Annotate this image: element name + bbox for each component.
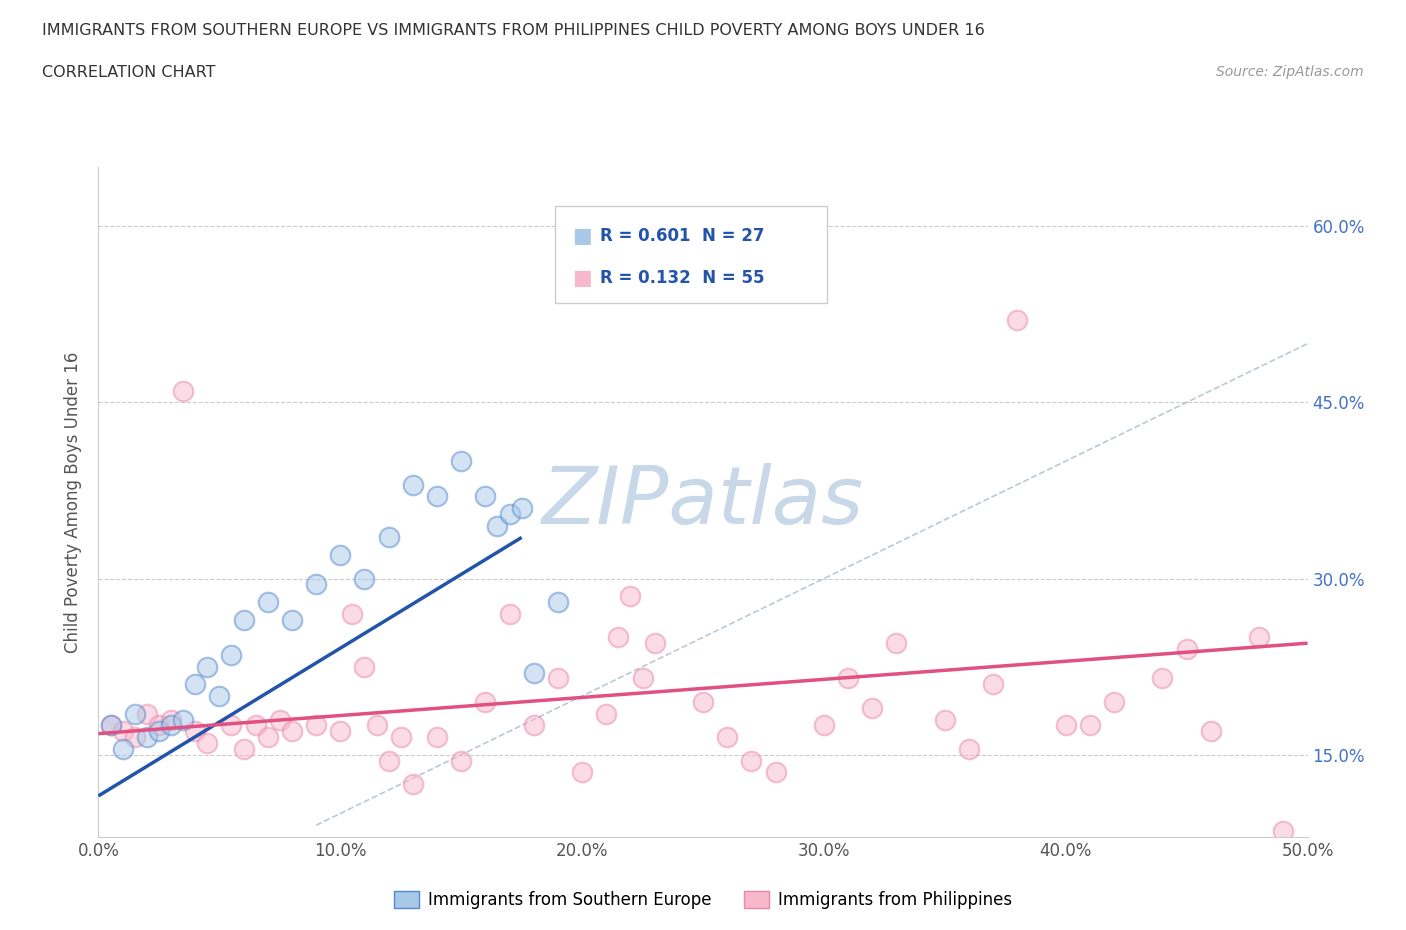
Point bbox=[195, 736, 218, 751]
Point bbox=[934, 712, 956, 727]
Point bbox=[353, 659, 375, 674]
Point bbox=[981, 677, 1004, 692]
Point bbox=[135, 730, 157, 745]
Point bbox=[886, 636, 908, 651]
Point bbox=[160, 718, 183, 733]
Point bbox=[377, 753, 399, 768]
Point bbox=[860, 700, 883, 715]
Point bbox=[547, 671, 569, 685]
Point bbox=[329, 548, 352, 563]
Text: ■: ■ bbox=[572, 226, 592, 246]
Point bbox=[160, 712, 183, 727]
Point bbox=[342, 606, 364, 621]
Point bbox=[100, 718, 122, 733]
Point bbox=[1152, 671, 1174, 685]
Point bbox=[353, 571, 375, 586]
Point bbox=[547, 594, 569, 609]
Point bbox=[1102, 695, 1125, 710]
Point bbox=[148, 718, 170, 733]
Point bbox=[148, 724, 170, 738]
Point bbox=[523, 665, 546, 680]
Point bbox=[111, 724, 134, 738]
Point bbox=[184, 677, 207, 692]
Point bbox=[510, 500, 533, 515]
Point bbox=[571, 765, 593, 780]
Point bbox=[256, 730, 278, 745]
Point bbox=[740, 753, 762, 768]
Point bbox=[957, 741, 980, 756]
Point bbox=[450, 753, 472, 768]
Point bbox=[232, 741, 254, 756]
Point bbox=[607, 630, 630, 644]
Point bbox=[100, 718, 122, 733]
Point bbox=[595, 706, 617, 721]
Point bbox=[111, 741, 134, 756]
Point bbox=[426, 730, 449, 745]
Point bbox=[184, 724, 207, 738]
Point bbox=[1272, 824, 1295, 839]
Point bbox=[619, 589, 641, 604]
Point bbox=[402, 777, 425, 791]
Point bbox=[426, 489, 449, 504]
Point bbox=[402, 477, 425, 492]
Point bbox=[474, 489, 496, 504]
Point bbox=[366, 718, 388, 733]
Text: R = 0.601  N = 27: R = 0.601 N = 27 bbox=[600, 227, 765, 245]
Text: Source: ZipAtlas.com: Source: ZipAtlas.com bbox=[1216, 65, 1364, 79]
Point bbox=[1175, 642, 1198, 657]
Point bbox=[172, 712, 194, 727]
Point bbox=[631, 671, 654, 685]
Point bbox=[305, 718, 328, 733]
Point bbox=[305, 577, 328, 591]
Text: IMMIGRANTS FROM SOUTHERN EUROPE VS IMMIGRANTS FROM PHILIPPINES CHILD POVERTY AMO: IMMIGRANTS FROM SOUTHERN EUROPE VS IMMIG… bbox=[42, 23, 986, 38]
Point bbox=[281, 612, 304, 627]
Point bbox=[124, 730, 146, 745]
Point bbox=[837, 671, 859, 685]
Point bbox=[1054, 718, 1077, 733]
Point bbox=[1007, 312, 1029, 327]
Point bbox=[245, 718, 267, 733]
Point bbox=[692, 695, 714, 710]
Point bbox=[498, 507, 520, 522]
Point bbox=[172, 383, 194, 398]
Point bbox=[498, 606, 520, 621]
Text: CORRELATION CHART: CORRELATION CHART bbox=[42, 65, 215, 80]
Text: ■: ■ bbox=[572, 268, 592, 288]
Point bbox=[221, 718, 243, 733]
Point bbox=[195, 659, 218, 674]
Point bbox=[389, 730, 412, 745]
Point bbox=[813, 718, 835, 733]
Point bbox=[523, 718, 546, 733]
Point bbox=[1078, 718, 1101, 733]
Point bbox=[1249, 630, 1271, 644]
Legend: Immigrants from Southern Europe, Immigrants from Philippines: Immigrants from Southern Europe, Immigra… bbox=[388, 884, 1018, 916]
Point bbox=[124, 706, 146, 721]
Point bbox=[269, 712, 291, 727]
Point bbox=[256, 594, 278, 609]
Point bbox=[232, 612, 254, 627]
Point bbox=[221, 647, 243, 662]
Text: ZIPatlas: ZIPatlas bbox=[541, 463, 865, 541]
Point bbox=[135, 706, 157, 721]
Point bbox=[329, 724, 352, 738]
Point bbox=[1199, 724, 1222, 738]
Point bbox=[716, 730, 738, 745]
Point bbox=[208, 688, 231, 703]
Point bbox=[474, 695, 496, 710]
Point bbox=[644, 636, 666, 651]
Point bbox=[281, 724, 304, 738]
Point bbox=[450, 454, 472, 469]
Text: R = 0.132  N = 55: R = 0.132 N = 55 bbox=[600, 269, 765, 286]
Point bbox=[486, 518, 509, 533]
Point bbox=[377, 530, 399, 545]
Point bbox=[765, 765, 787, 780]
Y-axis label: Child Poverty Among Boys Under 16: Child Poverty Among Boys Under 16 bbox=[65, 352, 83, 653]
